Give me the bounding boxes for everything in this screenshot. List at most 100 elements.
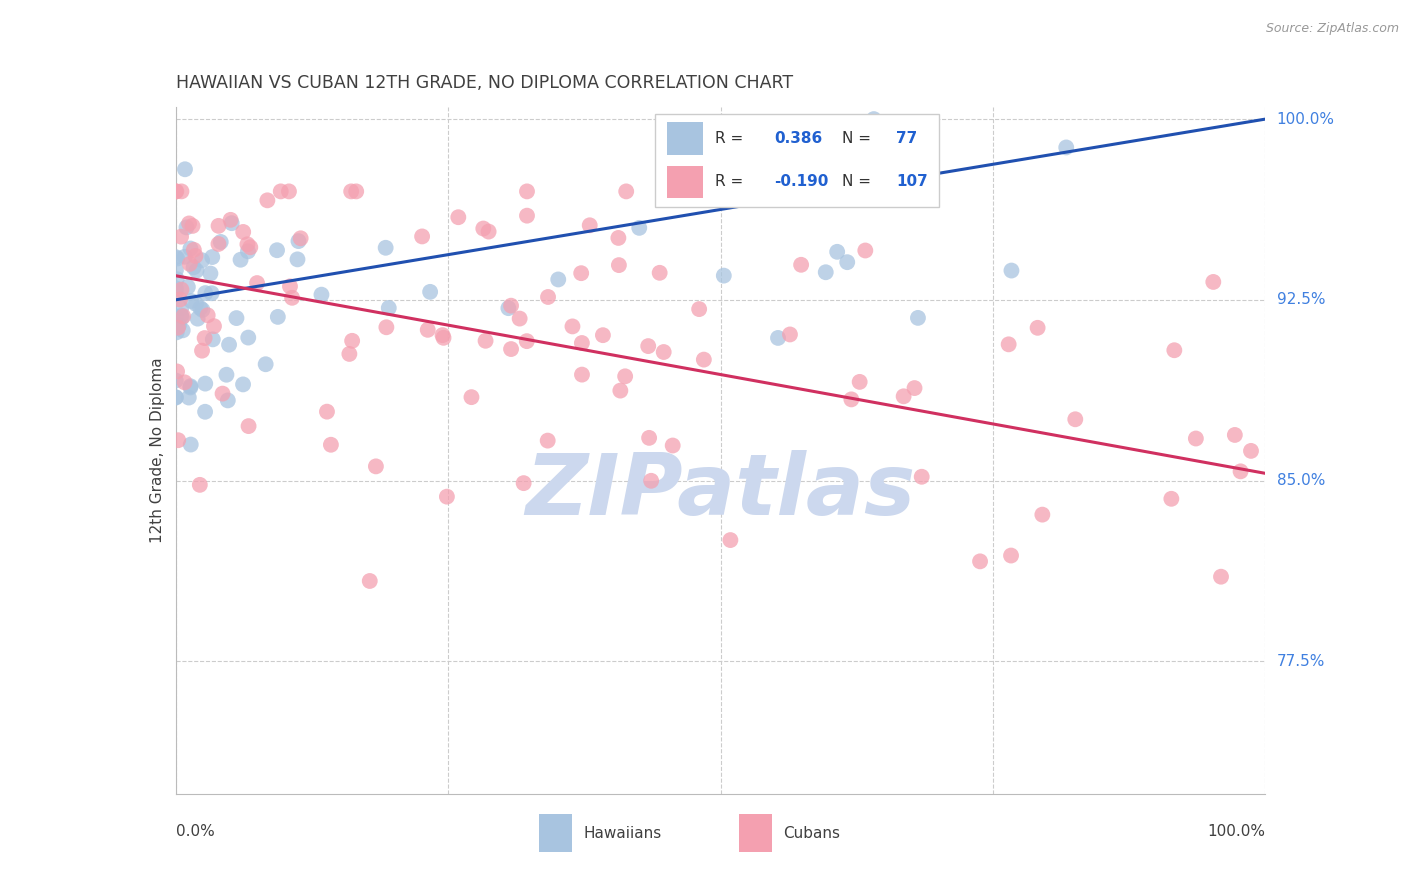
Point — [375, 320, 398, 334]
Point — [1026, 320, 1049, 334]
Point — [374, 241, 396, 255]
Point — [432, 331, 454, 345]
Point — [170, 185, 193, 199]
Point — [713, 268, 735, 283]
Text: 100.0%: 100.0% — [1277, 112, 1334, 127]
Point — [225, 311, 247, 326]
Point — [166, 252, 188, 266]
Point — [215, 368, 238, 382]
Point — [287, 234, 309, 248]
Point — [1223, 428, 1246, 442]
Point — [911, 469, 934, 483]
Point — [172, 310, 194, 324]
Point — [165, 185, 187, 199]
Point — [229, 252, 252, 267]
Point — [166, 326, 188, 340]
Point — [239, 240, 262, 254]
Point — [316, 404, 339, 418]
Point — [614, 185, 637, 199]
Point — [165, 185, 187, 199]
Point — [432, 328, 454, 343]
Point — [165, 263, 187, 277]
Point — [340, 185, 363, 199]
Point — [907, 310, 929, 325]
Point — [170, 229, 193, 244]
Point — [1185, 432, 1208, 446]
Point — [908, 156, 931, 170]
Point — [165, 390, 187, 404]
Text: Source: ZipAtlas.com: Source: ZipAtlas.com — [1265, 22, 1399, 36]
Point — [184, 297, 207, 311]
Point — [571, 368, 593, 382]
Point — [498, 301, 520, 315]
Point — [447, 211, 470, 225]
Point — [841, 392, 863, 407]
Point — [825, 244, 848, 259]
Point — [256, 194, 278, 208]
Point — [194, 286, 217, 301]
Point — [693, 352, 716, 367]
Point — [893, 389, 915, 403]
Point — [609, 384, 631, 398]
Point — [180, 437, 202, 451]
Point — [191, 253, 214, 268]
Point — [200, 267, 222, 281]
Text: 85.0%: 85.0% — [1277, 473, 1324, 488]
Point — [236, 244, 259, 259]
Point — [221, 216, 243, 230]
Point — [254, 357, 277, 371]
Point — [914, 173, 936, 187]
Point — [1229, 464, 1251, 478]
Point — [238, 419, 260, 434]
Point — [607, 231, 630, 245]
Text: 92.5%: 92.5% — [1277, 293, 1324, 308]
Point — [207, 237, 229, 252]
Point — [516, 185, 538, 199]
Point — [165, 310, 187, 324]
Point — [194, 405, 217, 419]
Point — [170, 309, 193, 323]
Text: 107: 107 — [896, 174, 928, 189]
Point — [661, 438, 683, 452]
Point — [578, 219, 600, 233]
Point — [628, 220, 651, 235]
Point — [537, 434, 560, 448]
Point — [648, 266, 671, 280]
Point — [509, 311, 531, 326]
Point — [460, 390, 482, 404]
Point — [547, 272, 569, 286]
Bar — [740, 814, 772, 853]
Point — [745, 158, 768, 172]
Point — [688, 302, 710, 317]
Point — [903, 381, 925, 395]
Point — [194, 331, 217, 345]
Point — [853, 244, 876, 258]
Bar — [666, 166, 703, 198]
Text: R =: R = — [714, 130, 748, 145]
Point — [512, 476, 534, 491]
Point — [640, 474, 662, 488]
Point — [246, 276, 269, 290]
Point — [197, 308, 219, 322]
Point — [337, 347, 360, 361]
Point — [173, 376, 195, 390]
Point — [236, 237, 259, 252]
Point — [181, 219, 204, 233]
Point — [499, 342, 522, 356]
Point — [179, 242, 201, 256]
Point — [179, 257, 201, 271]
Point — [1054, 140, 1077, 154]
Point — [411, 229, 433, 244]
Text: ZIPatlas: ZIPatlas — [526, 450, 915, 533]
Text: Hawaiians: Hawaiians — [583, 826, 662, 840]
Text: 0.0%: 0.0% — [176, 824, 215, 839]
Point — [499, 299, 522, 313]
Point — [281, 291, 304, 305]
Point — [364, 459, 387, 474]
Point — [862, 112, 884, 127]
Point — [997, 337, 1019, 351]
Point — [278, 279, 301, 293]
Point — [790, 258, 813, 272]
Point — [1202, 275, 1225, 289]
Point — [537, 290, 560, 304]
